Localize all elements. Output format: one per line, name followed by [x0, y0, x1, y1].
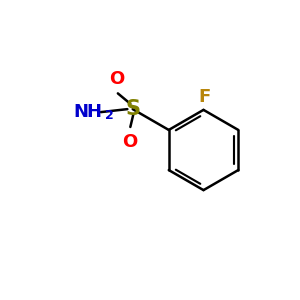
Text: O: O — [109, 70, 124, 88]
Text: N: N — [73, 103, 88, 121]
Text: 2: 2 — [105, 109, 114, 122]
Text: O: O — [122, 133, 137, 151]
Text: F: F — [199, 88, 211, 106]
Text: S: S — [125, 99, 140, 119]
Text: H: H — [86, 103, 101, 121]
